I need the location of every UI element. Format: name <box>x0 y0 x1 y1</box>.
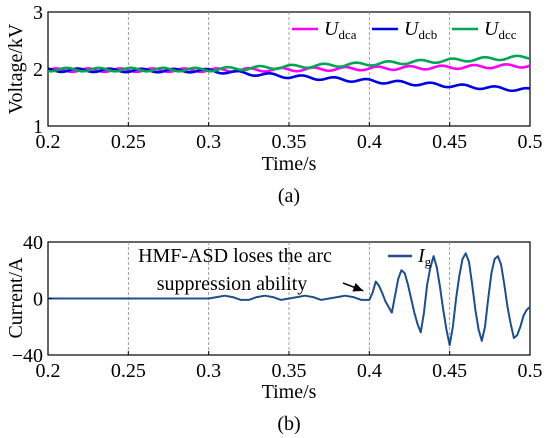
legend-label: Udca <box>324 18 357 42</box>
x-tick-label: 0.45 <box>432 131 467 153</box>
series-line-u-dca <box>47 63 531 74</box>
x-tick-label: 0.2 <box>36 131 61 153</box>
y-tick-label: −40 <box>12 345 43 367</box>
x-tick-label: 0.35 <box>272 131 307 153</box>
y-tick-label: 40 <box>23 232 43 254</box>
series-line-i-g <box>48 252 531 347</box>
caption-a: (a) <box>278 185 300 207</box>
annotation-text-line2: suppression ability <box>157 273 308 295</box>
annotation-arrowhead <box>352 283 364 292</box>
legend-a: Udca Udcb Udcc <box>292 18 517 42</box>
x-tick-label: 0.3 <box>196 131 221 153</box>
x-tick-label: 0.3 <box>196 360 221 382</box>
x-axis-label-a: Time/s <box>262 153 317 175</box>
x-tick-label: 0.45 <box>432 360 467 382</box>
series-line-u-dcc <box>47 54 531 73</box>
legend-b: Ig <box>388 245 432 269</box>
y-ticks-b: 40 0 −40 <box>12 232 52 367</box>
legend-label: Ig <box>417 245 432 269</box>
x-tick-label: 0.25 <box>111 131 146 153</box>
y-ticks-a: 1 2 3 <box>33 2 52 138</box>
panel-b-current-chart: 0.2 0.25 0.3 0.35 0.4 0.45 0.5 40 0 −40 Current/… <box>5 232 543 435</box>
series-line-u-dcb <box>47 67 531 93</box>
y-axis-label-a: Voltage/kV <box>5 23 27 114</box>
x-tick-label: 0.4 <box>357 360 382 382</box>
x-axis-label-b: Time/s <box>262 381 317 403</box>
x-tick-label: 0.35 <box>272 360 307 382</box>
x-tick-label: 0.5 <box>518 131 543 153</box>
y-axis-label-b: Current/A <box>5 257 27 339</box>
x-tick-label: 0.4 <box>357 131 382 153</box>
series-group-a <box>47 54 531 93</box>
caption-b: (b) <box>277 413 300 435</box>
x-tick-label: 0.2 <box>36 360 61 382</box>
y-tick-label: 1 <box>33 116 43 138</box>
x-ticks-a: 0.2 0.25 0.3 0.35 0.4 0.45 0.5 <box>36 122 543 153</box>
legend-label: Udcb <box>404 18 437 42</box>
panel-a-voltage-chart: 0.2 0.25 0.3 0.35 0.4 0.45 0.5 123 Voltage/kV … <box>5 2 543 207</box>
y-tick-label: 3 <box>33 2 43 24</box>
annotation-text-line1: HMF-ASD loses the arc <box>138 245 332 267</box>
x-ticks-b: 0.2 0.25 0.3 0.35 0.4 0.45 0.5 <box>36 351 543 382</box>
x-tick-label: 0.25 <box>111 360 146 382</box>
y-tick-label: 2 <box>33 59 43 81</box>
y-tick-label: 0 <box>33 289 43 311</box>
annotation-b: HMF-ASD loses the arc suppression ability <box>138 245 364 295</box>
x-tick-label: 0.5 <box>518 360 543 382</box>
series-group-b <box>48 252 531 347</box>
legend-label: Udcc <box>484 18 517 42</box>
